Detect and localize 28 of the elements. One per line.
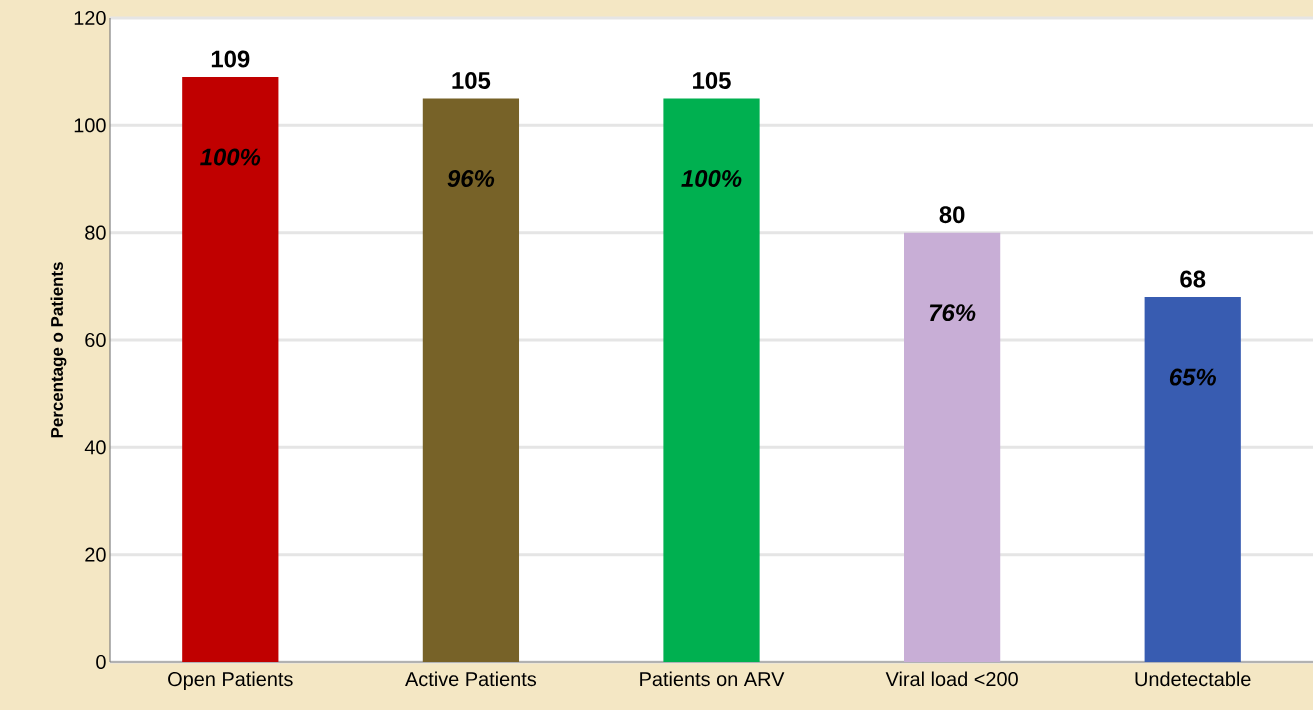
bar (663, 98, 760, 662)
data-label: 105 (452, 72, 491, 89)
y-tick-label: 100 (74, 118, 106, 133)
bar (422, 98, 520, 662)
bar (1144, 297, 1241, 662)
bar (904, 232, 1001, 662)
y-tick-label: 0 (96, 654, 106, 670)
x-tick-label: Open Patients (168, 671, 293, 691)
x-tick-label: Patients on ARV (640, 671, 785, 687)
annotation: 100% (200, 148, 261, 166)
x-tick-label: Undetectable (1135, 671, 1251, 687)
x-tick-label: Viral load <200 (885, 671, 1018, 687)
data-label: 109 (211, 50, 250, 68)
x-tick-label: Active Patients (405, 671, 537, 687)
data-label: 80 (939, 206, 965, 224)
y-tick-label: 60 (85, 332, 106, 348)
annotation: 65% (1169, 368, 1216, 386)
y-tick-label: 40 (84, 440, 106, 455)
annotation: 76% (929, 304, 976, 322)
y-tick-label: 20 (85, 547, 106, 562)
annotation: 100% (681, 170, 742, 187)
data-label: 105 (693, 72, 731, 89)
bar (182, 77, 279, 662)
annotation: 96% (447, 170, 495, 187)
y-tick-label: 80 (85, 225, 106, 240)
y-axis-title: Percentage o Patients (50, 262, 67, 438)
y-tick-label: 120 (74, 10, 106, 26)
data-label: 68 (1180, 270, 1206, 288)
